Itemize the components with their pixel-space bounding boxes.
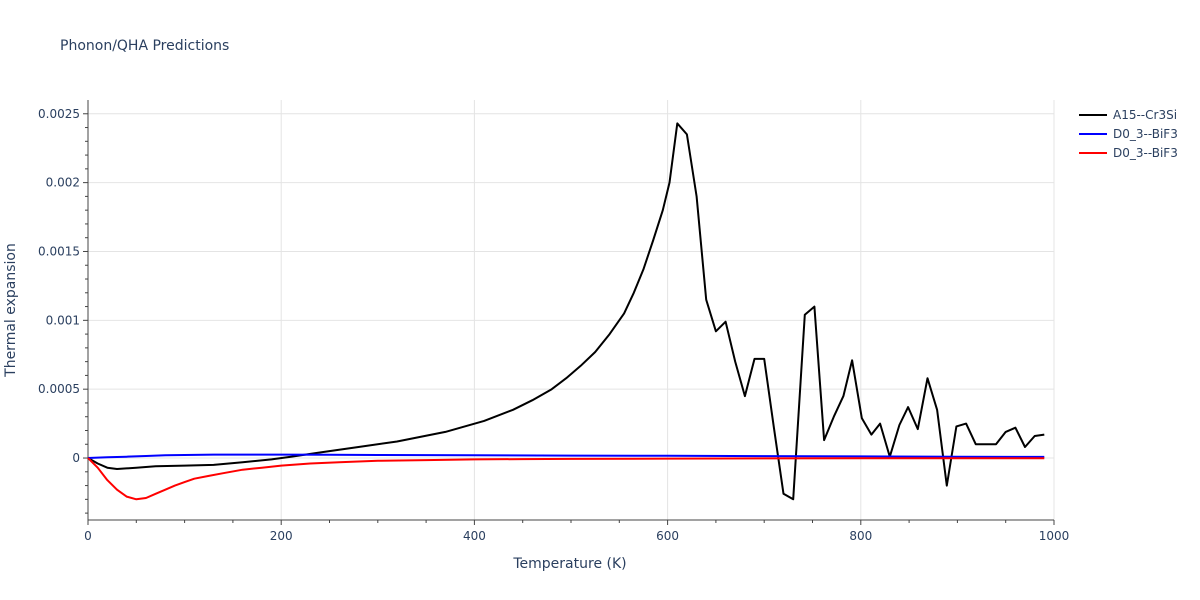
series-group — [87, 122, 1045, 501]
x-tick-label: 600 — [656, 529, 679, 543]
x-tick-label: 200 — [270, 529, 293, 543]
x-tick-label: 1000 — [1039, 529, 1070, 543]
y-axis-title: Thermal expansion — [3, 243, 19, 378]
legend-label-2[interactable]: D0_3--BiF3 — [1113, 127, 1178, 141]
x-tick-label: 0 — [84, 529, 92, 543]
y-tick-label: 0.0025 — [38, 107, 80, 121]
y-tick-label: 0 — [72, 451, 80, 465]
chart-title: Phonon/QHA Predictions — [60, 38, 229, 54]
x-tick-label: 800 — [849, 529, 872, 543]
legend-label-3[interactable]: D0_3--BiF3 — [1113, 146, 1178, 160]
series-line-1 — [87, 122, 1045, 501]
axes: 0 200 400 600 800 1000 0 0.0005 0.001 0.0015 0.002… — [38, 100, 1069, 543]
y-tick-label: 0.001 — [46, 313, 80, 327]
legend[interactable]: A15--Cr3Si D0_3--BiF3 D0_3--BiF3 — [1079, 108, 1178, 160]
legend-label-1[interactable]: A15--Cr3Si — [1113, 108, 1177, 122]
x-axis-title: Temperature (K) — [512, 556, 626, 572]
series-line-3 — [87, 457, 1045, 501]
y-tick-label: 0.0015 — [38, 244, 80, 258]
series-line-2 — [87, 453, 1045, 459]
x-tick-label: 400 — [463, 529, 486, 543]
y-tick-label: 0.002 — [46, 176, 80, 190]
y-tick-label: 0.0005 — [38, 382, 80, 396]
